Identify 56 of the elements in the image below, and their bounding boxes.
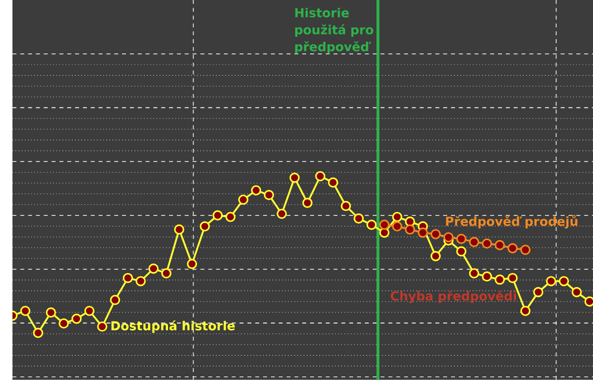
point [174,224,184,235]
point [264,190,274,200]
point [315,171,326,182]
point [238,194,248,205]
point [508,243,518,254]
point [469,268,480,278]
point [200,221,210,232]
point [33,328,44,338]
annotation: Dostupná historie [111,320,235,333]
point [46,307,56,318]
point [392,212,402,222]
point [456,234,466,244]
point [251,185,262,196]
point [572,287,582,298]
annotation: Předpověď prodejů [446,214,578,229]
point [136,276,146,286]
point [161,268,172,278]
point [20,306,30,316]
point [430,251,441,262]
text: Historie použitá pro předpověď [295,8,374,54]
point [225,212,236,222]
point [186,258,198,270]
point [212,210,223,221]
point [533,287,544,298]
point [84,306,94,316]
point [289,172,300,183]
point [392,221,402,232]
point [354,213,364,224]
point [456,246,466,257]
point [110,294,120,306]
point [71,314,82,324]
point [494,240,505,250]
point [520,306,531,316]
point [404,224,416,235]
point [443,232,454,242]
annotation: Chyba předpovědi [390,290,516,304]
point [482,238,492,249]
point [430,229,441,240]
point [366,220,377,230]
point [379,220,390,230]
point [276,208,287,219]
point [302,198,312,208]
point [508,273,518,284]
point [328,177,338,188]
point [122,273,133,284]
point [482,271,492,282]
point [340,200,351,212]
point [494,274,505,285]
point [520,244,531,256]
point [58,318,69,329]
point [97,322,108,332]
point [558,276,569,286]
point [546,276,556,286]
point [418,228,428,238]
point [148,264,159,274]
point [469,236,480,248]
